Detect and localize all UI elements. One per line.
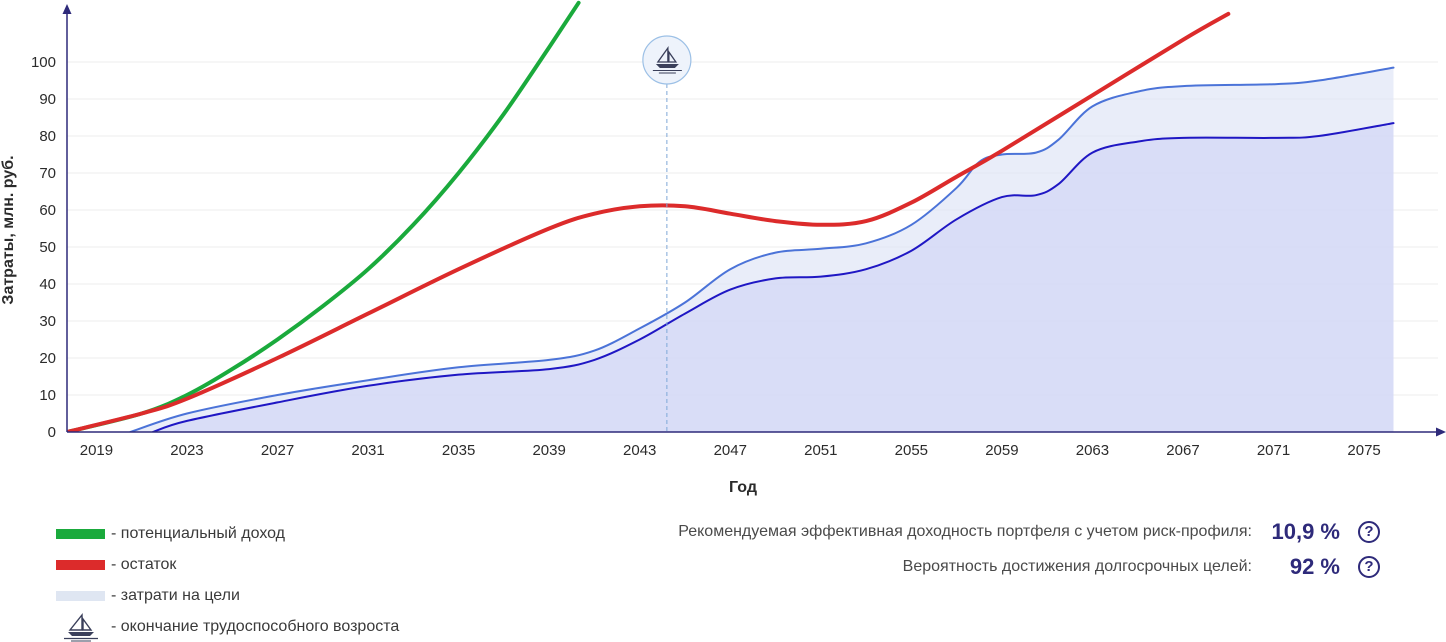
- x-tick-label: 2071: [1257, 442, 1290, 459]
- stats-panel: Рекомендуемая эффективная доходность пор…: [678, 514, 1380, 584]
- sail-main: [656, 45, 669, 63]
- marker-circle: [642, 35, 692, 85]
- x-tick-label: 2055: [895, 442, 928, 459]
- y-tick-label: 10: [39, 387, 56, 404]
- x-tick-label: 2027: [261, 442, 294, 459]
- y-tick-label: 80: [39, 128, 56, 145]
- y-tick-label: 100: [31, 54, 56, 71]
- plot-area: [67, 0, 1395, 432]
- legend-label-retirement: - окончание трудоспособного возроста: [111, 617, 400, 635]
- probability-value: 92 %: [1289, 553, 1340, 579]
- yield-value: 10,9 %: [1271, 518, 1341, 544]
- x-tick-label: 2075: [1347, 442, 1380, 459]
- legend-swatch-remainder: [56, 559, 105, 570]
- legend-label-remainder: - остаток: [111, 555, 177, 573]
- sailboat-icon: [56, 612, 105, 642]
- y-tick-label: 50: [39, 239, 56, 256]
- y-tick-label: 60: [39, 202, 56, 219]
- legend-item-goals: - затрати на цели: [56, 580, 399, 611]
- x-tick-label: 2063: [1076, 442, 1109, 459]
- yield-label: Рекомендуемая эффективная доходность пор…: [678, 522, 1252, 540]
- x-tick-label: 2047: [714, 442, 747, 459]
- goals-inner-area: [153, 123, 1394, 432]
- y-tick-label: 0: [48, 424, 56, 441]
- legend-item-remainder: - остаток: [56, 549, 399, 580]
- goals-inner-line: [152, 122, 1395, 432]
- remainder-line: [67, 11, 1231, 432]
- legend-item-income: - потенциальный доход: [56, 518, 399, 549]
- y-tick-label: 40: [39, 276, 56, 293]
- chart: 0 10 20 30 40 50 60 70 80 90 100 2019 2023 2027 2031 20…: [0, 0, 1446, 496]
- y-tick-label: 30: [39, 313, 56, 330]
- y-tick-label: 20: [39, 350, 56, 367]
- income-line: [67, 0, 581, 432]
- legend-label-goals: - затрати на цели: [111, 586, 240, 604]
- legend-swatch-income: [56, 528, 105, 539]
- y-tick-label: 70: [39, 165, 56, 182]
- x-axis-arrow: [1436, 427, 1446, 437]
- yield-help-icon[interactable]: ?: [1358, 520, 1380, 543]
- legend-item-retirement: - окончание трудоспособного возроста: [56, 611, 399, 642]
- boat-hull: [655, 64, 679, 68]
- sailboat-icon: [652, 45, 682, 74]
- legend-label-income: - потенциальный доход: [111, 524, 286, 542]
- retirement-marker: [642, 35, 692, 85]
- x-tick-label: 2039: [532, 442, 565, 459]
- y-axis-arrow: [62, 4, 72, 14]
- sail-jib: [668, 49, 678, 63]
- goals-line: [129, 66, 1395, 432]
- x-tick-label: 2031: [351, 442, 384, 459]
- legend: - потенциальный доход - остаток - затрат…: [56, 518, 399, 642]
- stat-row-probability: Вероятность достижения долгосрочных целе…: [678, 549, 1380, 584]
- x-tick-label: 2067: [1166, 442, 1199, 459]
- x-tick-label: 2051: [804, 442, 837, 459]
- x-tick-label: 2035: [442, 442, 475, 459]
- x-axis-label: Год: [729, 479, 757, 496]
- probability-help-icon[interactable]: ?: [1358, 555, 1380, 578]
- legend-swatch-goals: [56, 590, 105, 601]
- x-tick-label: 2023: [170, 442, 203, 459]
- probability-label: Вероятность достижения долгосрочных целе…: [902, 557, 1252, 575]
- x-tick-label: 2019: [80, 442, 113, 459]
- y-axis-label: Затраты, млн. руб.: [0, 155, 17, 304]
- x-tick-label: 2059: [985, 442, 1018, 459]
- stat-row-yield: Рекомендуемая эффективная доходность пор…: [678, 514, 1380, 549]
- x-tick-label: 2043: [623, 442, 656, 459]
- y-tick-label: 90: [39, 91, 56, 108]
